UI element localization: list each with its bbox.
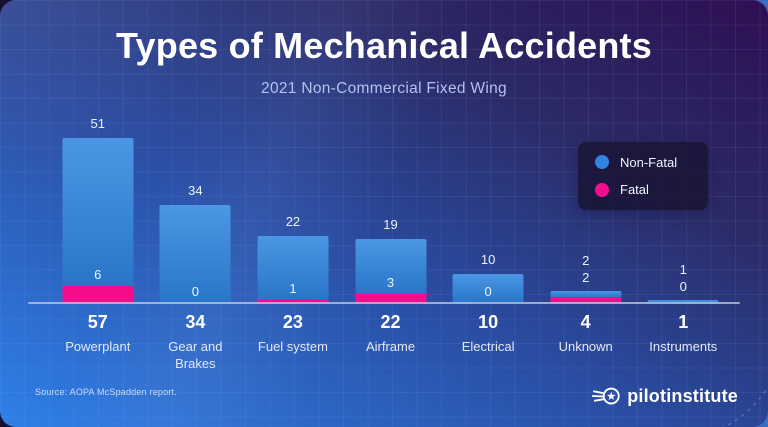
total-label: 57	[87, 312, 108, 332]
nonfatal-bar-segment	[257, 236, 329, 300]
category-label: Powerplant	[49, 338, 147, 373]
fatal-bar-segment	[62, 286, 134, 303]
category-label: Airframe	[342, 338, 440, 373]
legend-item-nonfatal: Non-Fatal	[578, 155, 708, 170]
fatal-value-label: 6	[94, 267, 102, 282]
total-label: 4	[580, 312, 591, 332]
source-note: Source: AOPA McSpadden report.	[35, 387, 177, 397]
stacked-bar	[550, 291, 622, 303]
fatal-bar-segment	[257, 300, 329, 303]
total-label: 34	[185, 312, 206, 332]
category-label: Gear and Brakes	[147, 338, 245, 373]
nonfatal-value-label: 2	[582, 253, 590, 268]
totals-row: 57 34 23 22 10 4 1	[49, 312, 732, 333]
brand-logo: ★ pilotinstitute	[592, 383, 738, 409]
category-label-text: Instruments	[649, 339, 718, 354]
chart-title: Types of Mechanical Accidents	[116, 25, 652, 66]
nonfatal-dot-icon	[595, 155, 609, 170]
total-label: 10	[478, 312, 499, 332]
stacked-bar	[257, 236, 329, 303]
fatal-dot-icon	[595, 182, 609, 197]
category-label-text: Unknown	[558, 339, 613, 354]
stacked-bar	[647, 300, 719, 303]
bar-column: 0 10	[439, 110, 537, 303]
bar-column: 3 19	[342, 110, 440, 303]
stacked-bar	[355, 239, 427, 303]
fatal-bar-segment	[550, 297, 622, 303]
nonfatal-bar-segment	[550, 291, 622, 297]
legend-label: Fatal	[620, 182, 649, 198]
corner-arc-decoration	[721, 385, 768, 427]
nonfatal-value-label: 34	[188, 183, 203, 198]
nonfatal-value-label: 22	[285, 214, 301, 229]
nonfatal-bar-segment	[355, 239, 427, 294]
fatal-value-label: 0	[679, 279, 687, 294]
nonfatal-value-label: 10	[480, 252, 496, 267]
category-label-text: Fuel system	[257, 339, 328, 354]
fatal-value-label: 1	[289, 281, 297, 296]
nonfatal-bar-segment	[159, 205, 231, 303]
fatal-value-label: 0	[484, 284, 492, 299]
svg-text:★: ★	[606, 391, 616, 403]
nonfatal-bar-segment	[452, 274, 524, 303]
pilot-institute-wing-badge-icon: ★	[592, 387, 620, 405]
nonfatal-value-label: 51	[90, 116, 106, 131]
stacked-bar	[62, 138, 134, 303]
category-label-text: Airframe	[365, 339, 416, 354]
fatal-value-label: 2	[582, 270, 590, 285]
category-label: Instruments	[634, 338, 732, 373]
bar-column: 6 51	[49, 110, 147, 303]
nonfatal-bar-segment	[62, 138, 134, 286]
chart-subtitle: 2021 Non-Commercial Fixed Wing	[261, 80, 507, 97]
nonfatal-value-label: 1	[679, 262, 687, 277]
legend: Non-Fatal Fatal	[578, 142, 708, 210]
fatal-bar-segment	[355, 294, 427, 303]
bars-row: 6 51 0 34 1 22 3 19 0 10 2 2 0 1	[49, 110, 732, 303]
fatal-value-label: 0	[191, 284, 199, 299]
bar-column: 0 34	[147, 110, 245, 303]
stacked-bar	[452, 274, 524, 303]
nonfatal-bar-segment	[647, 300, 719, 303]
category-label: Electrical	[439, 338, 537, 373]
category-label: Fuel system	[244, 338, 342, 373]
legend-item-fatal: Fatal	[578, 182, 708, 197]
category-label-text: Gear and Brakes	[168, 339, 223, 371]
brand-name: pilotinstitute	[627, 385, 738, 406]
category-label-text: Electrical	[461, 339, 515, 354]
categories-row: Powerplant Gear and Brakes Fuel system Airf…	[49, 338, 732, 373]
total-label: 1	[678, 312, 689, 332]
legend-label: Non-Fatal	[620, 154, 678, 170]
bar-column: 1 22	[244, 110, 342, 303]
category-label: Unknown	[537, 338, 635, 373]
total-label: 23	[282, 312, 303, 332]
total-label: 22	[380, 312, 401, 332]
x-axis-line	[28, 302, 740, 304]
stacked-bar	[159, 205, 231, 303]
fatal-value-label: 3	[386, 275, 395, 290]
nonfatal-value-label: 19	[383, 217, 398, 232]
category-label-text: Powerplant	[65, 339, 131, 354]
